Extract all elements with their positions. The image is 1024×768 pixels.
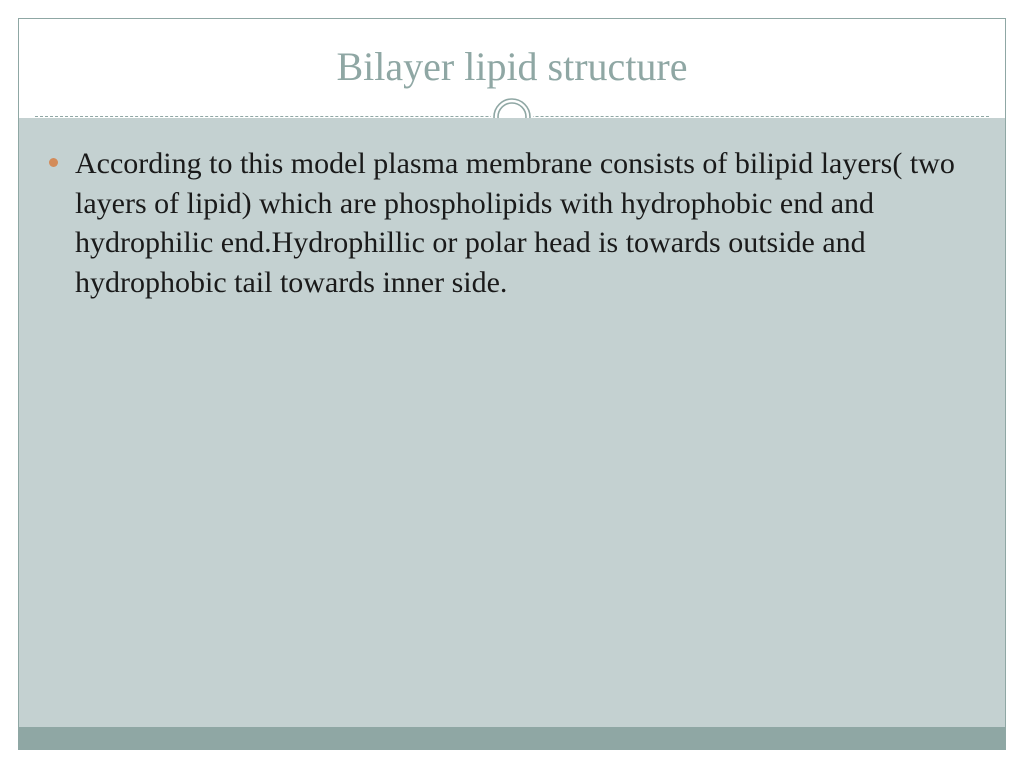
slide-frame: Bilayer lipid structure According to thi…	[18, 18, 1006, 750]
body-area: According to this model plasma membrane …	[19, 118, 1005, 727]
bullet-item: According to this model plasma membrane …	[75, 144, 969, 302]
footer-bar	[19, 727, 1005, 749]
bullet-text: According to this model plasma membrane …	[75, 147, 955, 299]
slide-title: Bilayer lipid structure	[39, 43, 985, 90]
bullet-dot-icon	[49, 158, 58, 167]
